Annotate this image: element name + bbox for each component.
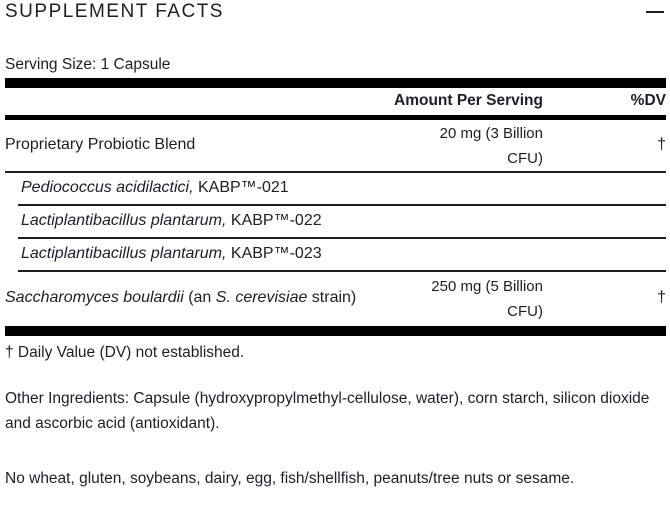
row-divider <box>5 171 666 173</box>
allergen-statement: No wheat, gluten, soybeans, dairy, egg, … <box>5 470 575 487</box>
ingredient-name: Saccharomyces boulardii (an S. cerevisia… <box>5 289 357 306</box>
thick-divider <box>5 78 666 88</box>
other-ingredients: Other Ingredients: Capsule (hydroxypropy… <box>5 390 650 432</box>
column-header-amount: Amount Per Serving <box>394 92 543 109</box>
ingredient-name: Proprietary Probiotic Blend <box>5 136 196 153</box>
dv-value: † <box>657 289 666 306</box>
row-divider <box>18 204 666 206</box>
section-title: SUPPLEMENT FACTS <box>5 1 224 22</box>
dv-value: † <box>657 136 666 153</box>
amount-line1: 20 mg (3 Billion <box>439 125 543 142</box>
minus-icon[interactable] <box>646 11 664 13</box>
footnote: † Daily Value (DV) not established. <box>5 344 245 361</box>
amount-line1: 250 mg (5 Billion <box>431 278 543 295</box>
sub-ingredient: Lactiplantibacillus plantarum, KABP™-023 <box>21 245 322 262</box>
sub-ingredient: Pediococcus acidilactici, KABP™-021 <box>21 179 289 196</box>
amount-line2: CFU) <box>507 303 543 320</box>
thick-divider <box>5 326 666 336</box>
row-divider <box>18 237 666 239</box>
serving-size: Serving Size: 1 Capsule <box>5 56 171 73</box>
column-header-dv: %DV <box>630 92 666 109</box>
header-divider <box>5 115 666 120</box>
amount-line2: CFU) <box>507 150 543 167</box>
sub-ingredient: Lactiplantibacillus plantarum, KABP™-022 <box>21 212 322 229</box>
row-divider <box>18 270 666 272</box>
